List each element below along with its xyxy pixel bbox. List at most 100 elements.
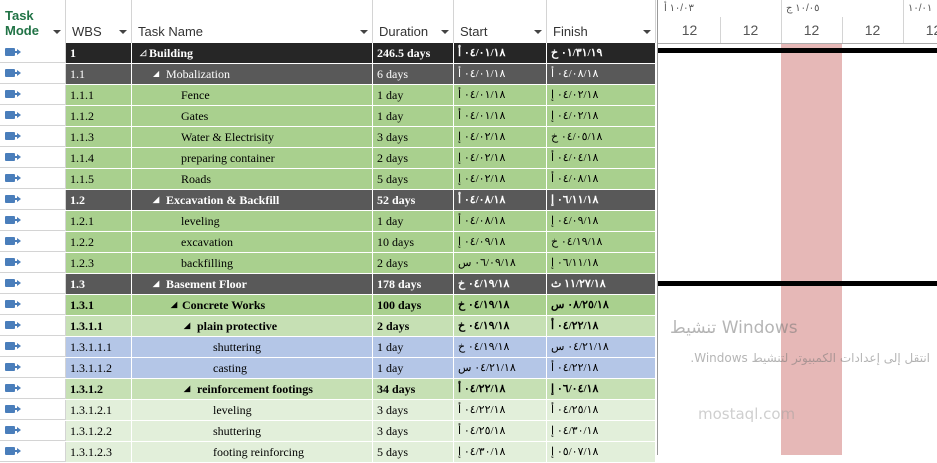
start-cell[interactable]: ٠٤/٠٢/١٨ إ bbox=[454, 127, 547, 147]
table-row[interactable]: 1.3 ◢ Basement Floor 178 days ٠٤/١٩/١٨ خ … bbox=[0, 274, 656, 295]
column-header-finish[interactable]: Finish bbox=[547, 0, 656, 43]
start-cell[interactable]: ٠٤/١٩/١٨ خ bbox=[454, 274, 547, 294]
table-row[interactable]: 1.1.4 preparing container 2 days ٠٤/٠٢/١… bbox=[0, 148, 656, 169]
table-row[interactable]: 1.1.2 Gates 1 day ٠٤/٠١/١٨ أ ٠٤/٠٢/١٨ إ bbox=[0, 106, 656, 127]
dropdown-arrow-icon[interactable] bbox=[534, 30, 542, 34]
table-row[interactable]: 1.2.1 leveling 1 day ٠٤/٠٨/١٨ أ ٠٤/٠٩/١٨… bbox=[0, 211, 656, 232]
task-name-cell[interactable]: Fence bbox=[132, 85, 373, 105]
duration-cell[interactable]: 5 days bbox=[373, 169, 454, 189]
table-row[interactable]: 1.3.1.2 ◢ reinforcement footings 34 days … bbox=[0, 379, 656, 400]
wbs-cell[interactable]: 1.3.1.2.2 bbox=[66, 421, 132, 441]
dropdown-arrow-icon[interactable] bbox=[360, 30, 368, 34]
table-row[interactable]: 1.3.1.2.3 footing reinforcing 5 days ٠٤/… bbox=[0, 442, 656, 463]
table-row[interactable]: 1 ◿ Building 246.5 days ٠٤/٠١/١٨ أ ٠١/٣١/… bbox=[0, 43, 656, 64]
wbs-cell[interactable]: 1.1.5 bbox=[66, 169, 132, 189]
wbs-cell[interactable]: 1.3.1 bbox=[66, 295, 132, 315]
collapse-triangle-icon[interactable]: ◢ bbox=[153, 279, 160, 288]
task-name-cell[interactable]: ◢ Mobalization bbox=[132, 64, 373, 84]
table-row[interactable]: 1.3.1.2.2 shuttering 3 days ٠٤/٢٥/١٨ أ ٠… bbox=[0, 421, 656, 442]
task-name-cell[interactable]: ◢ Excavation & Backfill bbox=[132, 190, 373, 210]
start-cell[interactable]: ٠٤/٠١/١٨ أ bbox=[454, 64, 547, 84]
wbs-cell[interactable]: 1.3 bbox=[66, 274, 132, 294]
task-name-cell[interactable]: leveling bbox=[132, 400, 373, 420]
finish-cell[interactable]: ١١/٢٧/١٨ ث bbox=[547, 274, 656, 294]
task-name-cell[interactable]: ◢ reinforcement footings bbox=[132, 379, 373, 399]
duration-cell[interactable]: 2 days bbox=[373, 148, 454, 168]
start-cell[interactable]: ٠٤/٢٢/١٨ أ bbox=[454, 400, 547, 420]
dropdown-arrow-icon[interactable] bbox=[119, 30, 127, 34]
start-cell[interactable]: ٠٤/١٩/١٨ خ bbox=[454, 316, 547, 336]
gantt-chart[interactable]: ١٠/٠٣ أ ١٠/٠٥ ج ١٠/٠١ 12 12 12 12 12 تنش… bbox=[657, 0, 937, 455]
start-cell[interactable]: ٠٤/٢٥/١٨ أ bbox=[454, 421, 547, 441]
collapse-triangle-icon[interactable]: ◢ bbox=[184, 321, 191, 330]
duration-cell[interactable]: 100 days bbox=[373, 295, 454, 315]
table-row[interactable]: 1.3.1.1.1 shuttering 1 day ٠٤/١٩/١٨ خ ٠٤… bbox=[0, 337, 656, 358]
start-cell[interactable]: ٠٤/١٩/١٨ خ bbox=[454, 295, 547, 315]
table-row[interactable]: 1.1.3 Water & Electrisity 3 days ٠٤/٠٢/١… bbox=[0, 127, 656, 148]
wbs-cell[interactable]: 1.3.1.1.2 bbox=[66, 358, 132, 378]
task-name-cell[interactable]: excavation bbox=[132, 232, 373, 252]
column-header-start[interactable]: Start bbox=[454, 0, 547, 43]
finish-cell[interactable]: ٠٨/٢٥/١٨ س bbox=[547, 295, 656, 315]
task-mode-cell[interactable] bbox=[0, 127, 66, 147]
start-cell[interactable]: ٠٤/٠٨/١٨ أ bbox=[454, 190, 547, 210]
finish-cell[interactable]: ٠٤/٠٤/١٨ أ bbox=[547, 148, 656, 168]
table-row[interactable]: 1.1 ◢ Mobalization 6 days ٠٤/٠١/١٨ أ ٠٤/٠… bbox=[0, 64, 656, 85]
task-mode-cell[interactable] bbox=[0, 316, 66, 336]
task-mode-cell[interactable] bbox=[0, 64, 66, 84]
collapse-triangle-icon[interactable]: ◿ bbox=[140, 48, 147, 57]
task-name-cell[interactable]: shuttering bbox=[132, 421, 373, 441]
finish-cell[interactable]: ٠٤/٠٨/١٨ أ bbox=[547, 64, 656, 84]
table-row[interactable]: 1.3.1.1.2 casting 1 day ٠٤/٢١/١٨ س ٠٤/٢٢… bbox=[0, 358, 656, 379]
duration-cell[interactable]: 1 day bbox=[373, 85, 454, 105]
task-mode-cell[interactable] bbox=[0, 400, 66, 420]
finish-cell[interactable]: ٠١/٣١/١٩ خ bbox=[547, 43, 656, 63]
task-name-cell[interactable]: shuttering bbox=[132, 337, 373, 357]
wbs-cell[interactable]: 1.1.4 bbox=[66, 148, 132, 168]
wbs-cell[interactable]: 1.3.1.2 bbox=[66, 379, 132, 399]
start-cell[interactable]: ٠٤/٠٩/١٨ إ bbox=[454, 232, 547, 252]
duration-cell[interactable]: 1 day bbox=[373, 358, 454, 378]
column-header-task-name[interactable]: Task Name bbox=[132, 0, 373, 43]
start-cell[interactable]: ٠٤/٠١/١٨ أ bbox=[454, 43, 547, 63]
duration-cell[interactable]: 178 days bbox=[373, 274, 454, 294]
duration-cell[interactable]: 5 days bbox=[373, 442, 454, 462]
finish-cell[interactable]: ٠٤/٠٥/١٨ خ bbox=[547, 127, 656, 147]
start-cell[interactable]: ٠٤/٢١/١٨ س bbox=[454, 358, 547, 378]
dropdown-arrow-icon[interactable] bbox=[441, 30, 449, 34]
table-row[interactable]: 1.1.5 Roads 5 days ٠٤/٠٢/١٨ إ ٠٤/٠٨/١٨ أ bbox=[0, 169, 656, 190]
task-name-cell[interactable]: Roads bbox=[132, 169, 373, 189]
task-name-cell[interactable]: ◢ Basement Floor bbox=[132, 274, 373, 294]
wbs-cell[interactable]: 1.3.1.2.3 bbox=[66, 442, 132, 462]
finish-cell[interactable]: ٠٤/١٩/١٨ خ bbox=[547, 232, 656, 252]
table-row[interactable]: 1.2 ◢ Excavation & Backfill 52 days ٠٤/٠٨… bbox=[0, 190, 656, 211]
start-cell[interactable]: ٠٤/٠٢/١٨ إ bbox=[454, 169, 547, 189]
start-cell[interactable]: ٠٦/٠٩/١٨ س bbox=[454, 253, 547, 273]
task-mode-cell[interactable] bbox=[0, 274, 66, 294]
finish-cell[interactable]: ٠٤/٠٢/١٨ إ bbox=[547, 85, 656, 105]
finish-cell[interactable]: ٠٤/٢١/١٨ س bbox=[547, 337, 656, 357]
task-mode-cell[interactable] bbox=[0, 85, 66, 105]
wbs-cell[interactable]: 1.2.3 bbox=[66, 253, 132, 273]
wbs-cell[interactable]: 1.2.2 bbox=[66, 232, 132, 252]
collapse-triangle-icon[interactable]: ◢ bbox=[153, 69, 160, 78]
duration-cell[interactable]: 3 days bbox=[373, 400, 454, 420]
duration-cell[interactable]: 52 days bbox=[373, 190, 454, 210]
wbs-cell[interactable]: 1.1.2 bbox=[66, 106, 132, 126]
finish-cell[interactable]: ٠٤/٢٢/١٨ أ bbox=[547, 358, 656, 378]
start-cell[interactable]: ٠٤/٠٢/١٨ إ bbox=[454, 148, 547, 168]
duration-cell[interactable]: 6 days bbox=[373, 64, 454, 84]
start-cell[interactable]: ٠٤/٠٨/١٨ أ bbox=[454, 211, 547, 231]
table-row[interactable]: 1.3.1.2.1 leveling 3 days ٠٤/٢٢/١٨ أ ٠٤/… bbox=[0, 400, 656, 421]
collapse-triangle-icon[interactable]: ◢ bbox=[184, 384, 191, 393]
task-mode-cell[interactable] bbox=[0, 421, 66, 441]
finish-cell[interactable]: ٠٤/٢٢/١٨ أ bbox=[547, 316, 656, 336]
column-header-wbs[interactable]: WBS bbox=[66, 0, 132, 43]
task-mode-cell[interactable] bbox=[0, 358, 66, 378]
task-mode-cell[interactable] bbox=[0, 337, 66, 357]
duration-cell[interactable]: 1 day bbox=[373, 106, 454, 126]
duration-cell[interactable]: 34 days bbox=[373, 379, 454, 399]
task-name-cell[interactable]: preparing container bbox=[132, 148, 373, 168]
wbs-cell[interactable]: 1.1 bbox=[66, 64, 132, 84]
summary-bar-building[interactable] bbox=[658, 48, 937, 53]
